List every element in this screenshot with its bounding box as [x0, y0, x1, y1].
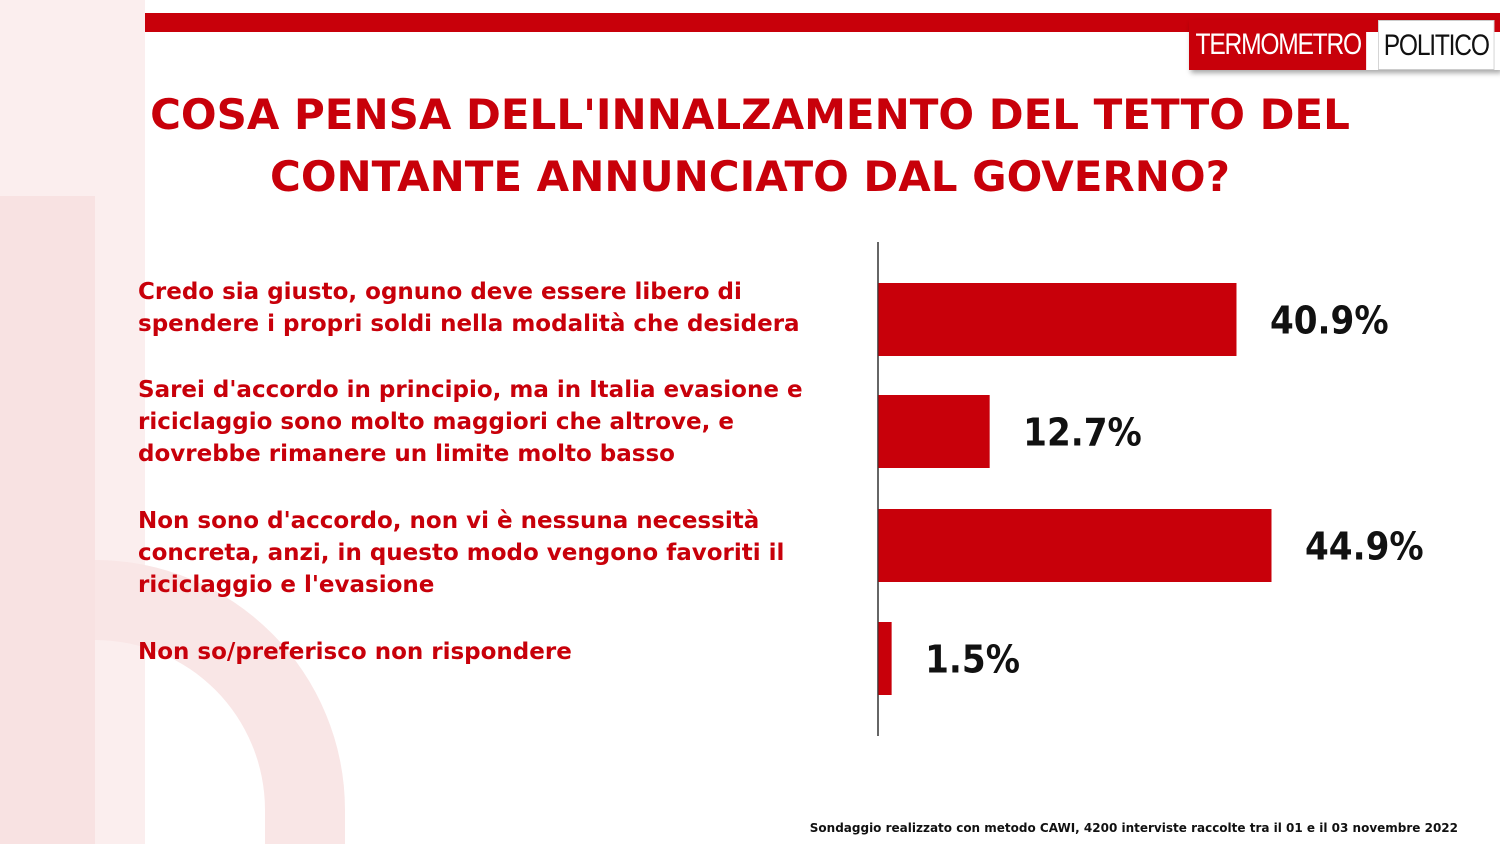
survey-footnote: Sondaggio realizzato con metodo CAWI, 42…	[809, 821, 1458, 835]
bar-2	[878, 395, 990, 468]
chart-title-line-1: COSA PENSA DELL'INNALZAMENTO DEL TETTO D…	[150, 90, 1350, 139]
bar-value-label-1: 40.9%	[1270, 299, 1389, 343]
chart-title: COSA PENSA DELL'INNALZAMENTO DEL TETTO D…	[0, 84, 1500, 208]
bar-value-label-4: 1.5%	[925, 638, 1020, 682]
bar-4	[878, 622, 892, 695]
category-label-3: Non sono d'accordo, non vi è nessuna nec…	[138, 508, 785, 598]
bar-3	[878, 509, 1272, 582]
chart-title-line-2: CONTANTE ANNUNCIATO DAL GOVERNO?	[270, 152, 1230, 201]
bar-value-label-3: 44.9%	[1305, 525, 1424, 569]
termometro-politico-logo: TERMOMETRO POLITICO	[1189, 20, 1500, 70]
logo-part-termometro: TERMOMETRO	[1189, 20, 1366, 70]
bar-value-label-2: 12.7%	[1023, 411, 1142, 455]
category-label-2: Sarei d'accordo in principio, ma in Ital…	[138, 377, 803, 467]
top-accent-bar	[0, 13, 1500, 32]
logo-part-politico: POLITICO	[1377, 20, 1495, 70]
category-label-4: Non so/preferisco non rispondere	[138, 639, 572, 665]
bar-1	[878, 283, 1237, 356]
category-label-1: Credo sia giusto, ognuno deve essere lib…	[138, 279, 800, 337]
